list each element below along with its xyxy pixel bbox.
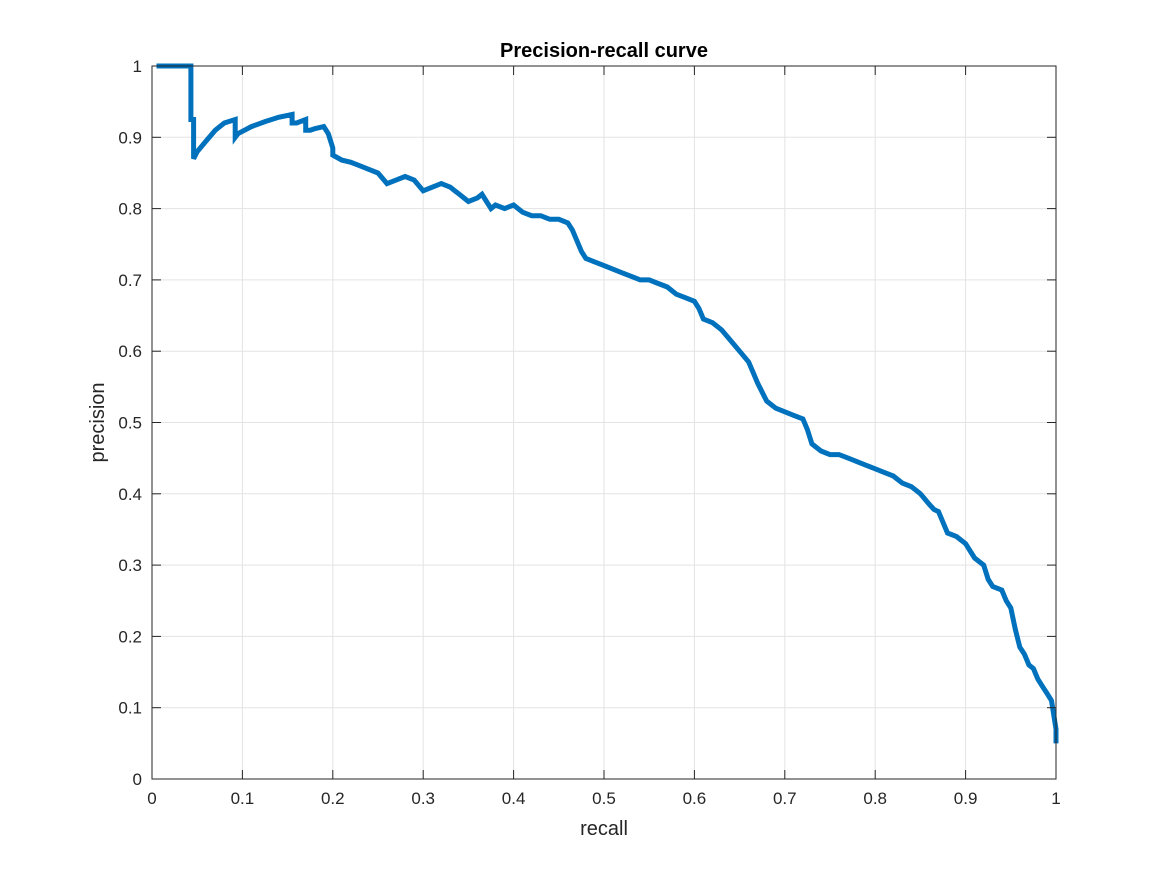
y-tick-label: 0.3	[118, 556, 142, 575]
x-tick-label: 0.5	[592, 789, 616, 808]
x-tick-label: 0.4	[502, 789, 526, 808]
tick-marks	[151, 65, 1057, 780]
x-tick-label: 0.8	[863, 789, 887, 808]
y-tick-label: 0.5	[118, 414, 142, 433]
x-tick-labels: 0 0.1 0.2 0.3 0.4 0.5 0.6 0.7 0.8 0.9 1	[147, 789, 1060, 808]
y-tick-label: 0.7	[118, 271, 142, 290]
y-tick-label: 0.4	[118, 485, 142, 504]
y-axis-label: precision	[87, 382, 109, 462]
x-tick-label: 0.6	[683, 789, 707, 808]
x-axis-label: recall	[580, 818, 628, 840]
x-tick-label: 1	[1051, 789, 1060, 808]
y-tick-label: 0.6	[118, 342, 142, 361]
series-layer	[156, 63, 1059, 744]
y-tick-label: 0.9	[118, 128, 142, 147]
y-tick-label: 0	[133, 770, 142, 789]
x-tick-label: 0.3	[411, 789, 435, 808]
y-tick-label: 0.8	[118, 200, 142, 219]
chart-title: Precision-recall curve	[500, 40, 708, 62]
y-tick-labels: 0 0.1 0.2 0.3 0.4 0.5 0.6 0.7 0.8 0.9 1	[118, 57, 142, 789]
y-tick-label: 0.2	[118, 627, 142, 646]
x-tick-label: 0.7	[773, 789, 797, 808]
y-tick-label: 1	[133, 57, 142, 76]
grid-lines	[152, 66, 1056, 779]
x-tick-label: 0.9	[954, 789, 978, 808]
x-tick-label: 0	[147, 789, 156, 808]
precision-recall-series-line	[156, 63, 1059, 744]
x-tick-label: 0.2	[321, 789, 345, 808]
y-tick-label: 0.1	[118, 699, 142, 718]
x-tick-label: 0.1	[231, 789, 255, 808]
